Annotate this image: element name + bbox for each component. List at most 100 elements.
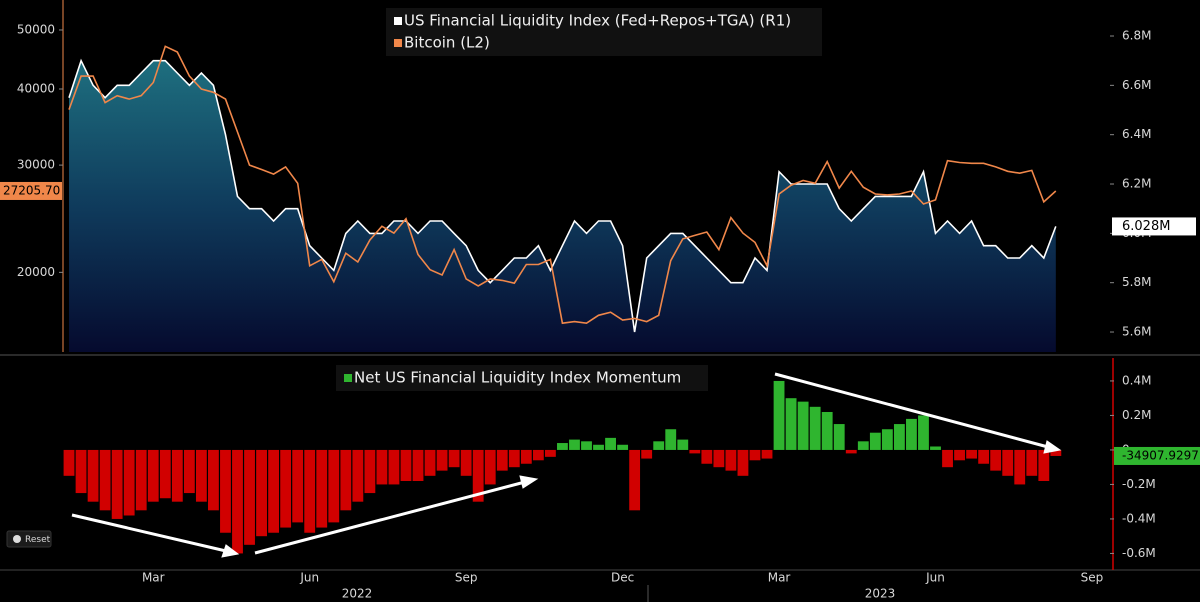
- bar: [376, 449, 388, 485]
- bar: [159, 449, 171, 499]
- bar: [930, 446, 941, 450]
- line: [68, 58, 1057, 333]
- bar: [893, 424, 905, 450]
- bar: [147, 449, 159, 502]
- bar: [496, 449, 508, 471]
- bar: [641, 449, 653, 459]
- last-value-label: 6.028M: [1122, 219, 1170, 234]
- last-value-tag: [0, 181, 62, 200]
- bar: [557, 443, 568, 450]
- reset-icon: [13, 535, 21, 543]
- bar: [460, 449, 472, 476]
- bar: [809, 406, 821, 450]
- bar: [1050, 449, 1062, 456]
- legend-label: US Financial Liquidity Index (Fed+Repos+…: [404, 12, 791, 30]
- bar: [593, 444, 604, 450]
- bar: [424, 449, 436, 476]
- bar: [135, 449, 147, 511]
- bar: [111, 449, 123, 519]
- bar: [412, 449, 424, 481]
- bar: [617, 444, 629, 450]
- arrow-head: [221, 544, 240, 558]
- reset-label[interactable]: Reset: [25, 535, 51, 545]
- last-value-label: 27205.70: [3, 183, 60, 197]
- bar: [448, 449, 460, 468]
- bar: [749, 449, 761, 461]
- bar: [544, 449, 556, 457]
- y-tick-label: 30000: [17, 158, 55, 172]
- arrow-head: [1043, 440, 1062, 454]
- bar: [581, 441, 592, 450]
- arrow: [774, 372, 1049, 449]
- bar: [665, 429, 677, 450]
- arrow-head: [519, 475, 539, 489]
- bar: [689, 449, 701, 454]
- bar: [701, 449, 713, 464]
- bar: [256, 449, 267, 537]
- y2-tick-label: 5.8M: [1122, 275, 1151, 289]
- bar: [629, 449, 641, 511]
- y-tick-label: 0.4M: [1122, 373, 1151, 387]
- bar: [1002, 449, 1014, 476]
- x-tick-label: Jun: [925, 571, 945, 585]
- y2-tick-label: 5.6M: [1122, 325, 1151, 339]
- bar: [87, 449, 99, 502]
- bar: [990, 449, 1002, 471]
- bar: [821, 411, 833, 450]
- bar: [520, 449, 532, 464]
- y2-tick-label: 6.6M: [1122, 78, 1151, 92]
- bar: [725, 449, 737, 471]
- x-tick-label: Dec: [611, 571, 634, 585]
- bar: [63, 449, 75, 476]
- bar: [942, 449, 953, 468]
- bar: [328, 449, 340, 523]
- x-tick-label: Jun: [299, 571, 319, 585]
- bar: [232, 449, 243, 554]
- bar: [1014, 449, 1026, 485]
- y-tick-label: -0.2M: [1122, 477, 1156, 491]
- x-tick-label: Mar: [768, 571, 791, 585]
- bar: [183, 449, 195, 494]
- year-label: 2022: [342, 587, 373, 601]
- area: [69, 60, 1056, 352]
- x-tick-label: Mar: [142, 571, 165, 585]
- y-tick-label: 50000: [17, 22, 55, 36]
- arrow: [254, 480, 526, 555]
- y2-tick-label: 6.2M: [1122, 177, 1151, 191]
- last-value-label: -34907.9297: [1122, 448, 1199, 462]
- bar: [1026, 449, 1038, 476]
- reset-box[interactable]: [6, 530, 52, 548]
- bar: [918, 415, 929, 450]
- y-tick-label: 40000: [17, 82, 55, 96]
- legend-swatch: [344, 374, 352, 382]
- bar: [978, 449, 990, 464]
- bar: [352, 449, 364, 502]
- bar: [569, 439, 580, 450]
- annotation-arrows: [71, 372, 1062, 558]
- bar: [340, 449, 352, 511]
- bar: [171, 449, 183, 502]
- y-tick-label: 20000: [17, 265, 55, 279]
- bar: [773, 380, 785, 450]
- bar: [195, 449, 207, 502]
- bar: [208, 449, 219, 511]
- y2-tick-label: 6.4M: [1122, 127, 1151, 141]
- bar: [364, 449, 376, 494]
- legend-box: [336, 365, 708, 391]
- bar: [713, 449, 725, 468]
- reset-button[interactable]: Reset: [6, 530, 52, 548]
- bar: [280, 449, 292, 528]
- bar: [966, 449, 978, 459]
- legend-label: Bitcoin (L2): [404, 34, 490, 52]
- line: [68, 45, 1057, 325]
- bar: [75, 449, 87, 494]
- y-tick-label: -0.4M: [1122, 511, 1156, 525]
- arrow: [71, 513, 227, 553]
- bar: [472, 449, 484, 502]
- last-value-tag: [1112, 217, 1196, 236]
- bar: [292, 449, 304, 523]
- bar: [268, 449, 280, 533]
